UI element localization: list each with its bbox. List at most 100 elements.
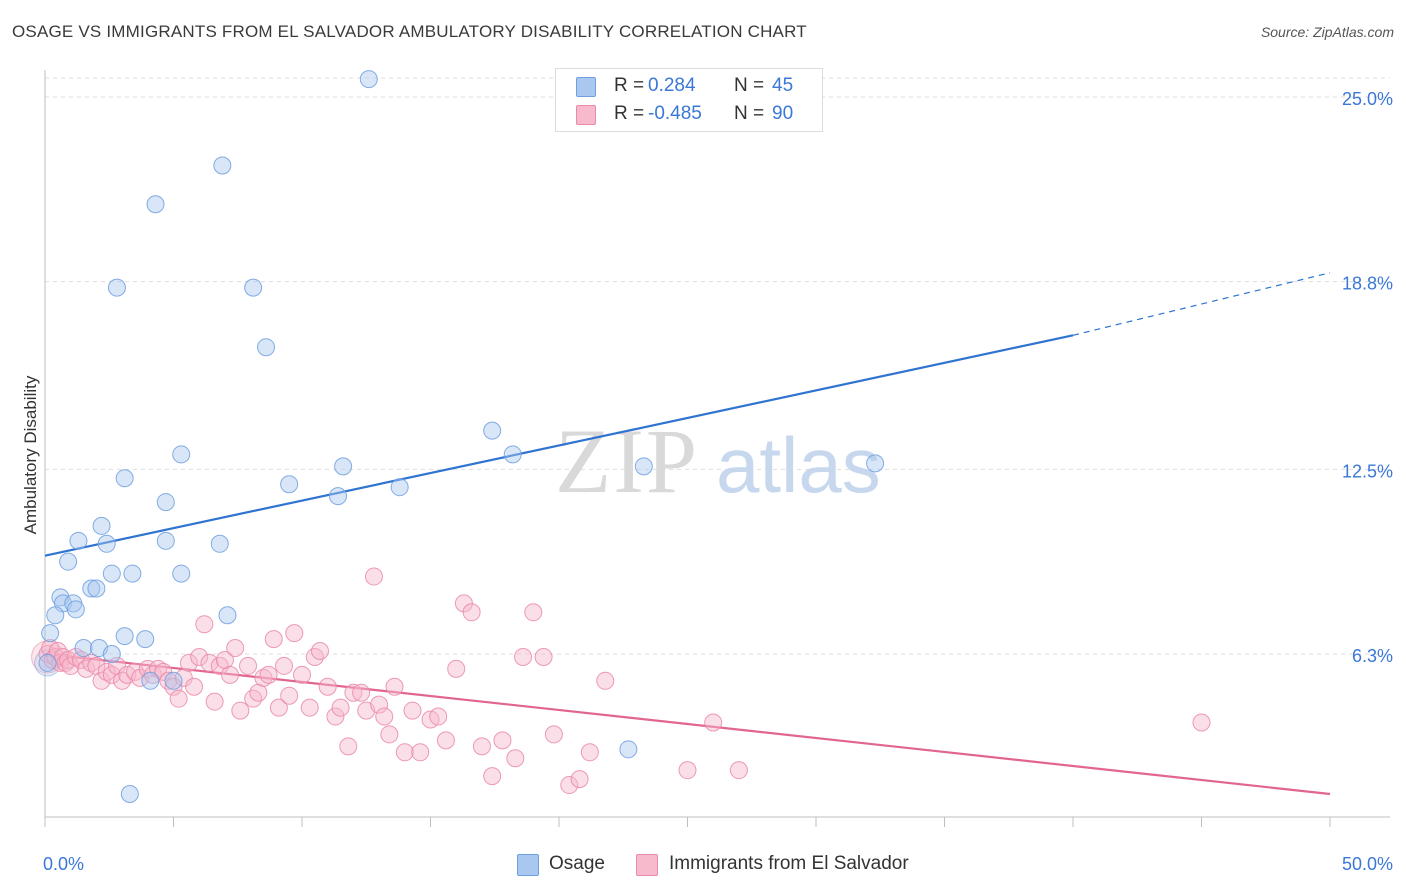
y-tick-label-3: 6.3% xyxy=(1352,646,1393,666)
el-salvador-point-23 xyxy=(138,659,157,678)
osage-point-44 xyxy=(120,784,139,803)
source-label: Source: ZipAtlas.com xyxy=(1260,24,1394,40)
trend-lines xyxy=(44,272,1331,796)
osage-point-14 xyxy=(328,487,347,506)
osage-point-0 xyxy=(359,70,378,89)
el-salvador-point-89 xyxy=(678,761,697,780)
osage-point-41 xyxy=(164,671,183,690)
bottom-legend-el-salvador: Immigrants from El Salvador xyxy=(636,852,956,878)
el-salvador-point-50 xyxy=(280,686,299,705)
el-salvador-point-85 xyxy=(560,776,579,795)
osage-point-10 xyxy=(172,445,191,464)
el-salvador-point-15 xyxy=(92,671,111,690)
osage-point-32 xyxy=(46,606,65,625)
y-tick-label-1: 18.8% xyxy=(1342,274,1393,294)
el-salvador-point-66 xyxy=(380,725,399,744)
el-salvador-point-9 xyxy=(61,656,80,675)
bottom-legend-swatch-el-salvador xyxy=(636,854,658,876)
osage-point-8 xyxy=(634,457,653,476)
data-points xyxy=(31,70,1211,803)
osage-point-5 xyxy=(257,338,276,357)
el-salvador-point-70 xyxy=(411,743,430,762)
osage-point-25 xyxy=(172,564,191,583)
osage-point-21 xyxy=(210,534,229,553)
osage-point-19 xyxy=(97,534,116,553)
el-salvador-point-60 xyxy=(344,683,363,702)
osage-point-31 xyxy=(66,600,85,619)
el-salvador-point-53 xyxy=(300,698,319,717)
el-salvador-point-43 xyxy=(244,689,263,708)
osage-point-24 xyxy=(123,564,142,583)
el-salvador-point-33 xyxy=(190,647,209,666)
osage-point-7 xyxy=(503,445,522,464)
el-salvador-point-69 xyxy=(403,701,422,720)
osage-point-4 xyxy=(244,278,263,297)
el-salvador-point-65 xyxy=(375,707,394,726)
legend-row-el-salvador: R = -0.485 N = 90 xyxy=(556,101,822,127)
el-salvador-point-40 xyxy=(226,639,245,658)
osage-point-11 xyxy=(280,475,299,494)
el-salvador-point-11 xyxy=(71,650,90,669)
el-salvador-point-76 xyxy=(462,603,481,622)
osage-point-36 xyxy=(136,630,155,649)
osage-point-39 xyxy=(102,645,121,663)
legend-r-label: R = xyxy=(614,75,645,96)
x-tick-label-left: 0.0% xyxy=(43,854,84,874)
el-salvador-point-35 xyxy=(200,653,219,672)
el-salvador-point-16 xyxy=(97,662,116,681)
el-salvador-point-64 xyxy=(370,695,389,714)
osage-point-3 xyxy=(107,278,126,297)
legend-n-label: N = xyxy=(734,75,765,96)
bottom-legend-label-osage: Osage xyxy=(549,853,605,874)
axes xyxy=(44,70,1390,827)
el-salvador-point-79 xyxy=(493,731,512,750)
trend-line-0 xyxy=(44,334,1074,557)
el-salvador-point-68 xyxy=(395,743,414,762)
osage-point-43 xyxy=(619,740,638,759)
osage-point-1 xyxy=(213,156,232,175)
el-salvador-point-51 xyxy=(285,624,304,643)
osage-point-9 xyxy=(866,454,885,473)
osage-point-37 xyxy=(74,639,93,658)
el-salvador-point-61 xyxy=(352,683,371,702)
el-salvador-point-48 xyxy=(269,698,288,717)
legend-swatch-osage xyxy=(576,77,596,97)
tick-labels: 25.0% 18.8% 12.5% 6.3% 0.0% 50.0% Ambulatory D… xyxy=(21,89,1393,874)
el-salvador-point-86 xyxy=(570,770,589,789)
y-axis-title: Ambulatory Disability xyxy=(21,375,40,534)
legend-r-value-el-salvador: -0.485 xyxy=(648,103,702,124)
el-salvador-point-7 xyxy=(56,653,75,672)
osage-point-6 xyxy=(483,421,502,440)
el-salvador-point-39 xyxy=(221,665,240,684)
osage-point-34 xyxy=(41,624,60,643)
watermark-zip: ZIP xyxy=(555,410,699,512)
el-salvador-point-72 xyxy=(429,707,448,726)
el-salvador-point-77 xyxy=(472,737,491,756)
el-salvador-point-49 xyxy=(275,656,294,675)
trend-line-extension-0 xyxy=(1072,272,1331,336)
el-salvador-point-12 xyxy=(77,659,96,678)
chart-title: OSAGE VS IMMIGRANTS FROM EL SALVADOR AMB… xyxy=(12,22,807,41)
osage-point-12 xyxy=(334,457,353,476)
stats-legend: R = 0.284 N = 45 R = -0.485 N = 90 xyxy=(555,68,823,132)
el-salvador-point-31 xyxy=(179,653,198,672)
bottom-legend-swatch-osage xyxy=(517,854,539,876)
el-salvador-point-59 xyxy=(339,737,358,756)
el-salvador-point-19 xyxy=(113,671,132,690)
legend-r-label: R = xyxy=(614,103,645,124)
el-salvador-point-17 xyxy=(102,665,121,684)
osage-point-42 xyxy=(38,653,57,672)
y-tick-label-2: 12.5% xyxy=(1342,461,1393,481)
el-salvador-point-80 xyxy=(506,749,525,768)
legend-r-value-osage: 0.284 xyxy=(648,75,696,96)
el-salvador-point-13 xyxy=(82,653,101,672)
osage-point-27 xyxy=(87,579,106,598)
osage-point-22 xyxy=(59,552,78,571)
el-salvador-point-36 xyxy=(205,692,224,711)
el-salvador-point-41 xyxy=(231,701,250,720)
watermark: ZIP atlas xyxy=(555,410,881,512)
el-salvador-point-42 xyxy=(239,656,258,675)
bottom-legend-osage: Osage xyxy=(517,852,637,878)
osage-point-40 xyxy=(141,671,160,690)
